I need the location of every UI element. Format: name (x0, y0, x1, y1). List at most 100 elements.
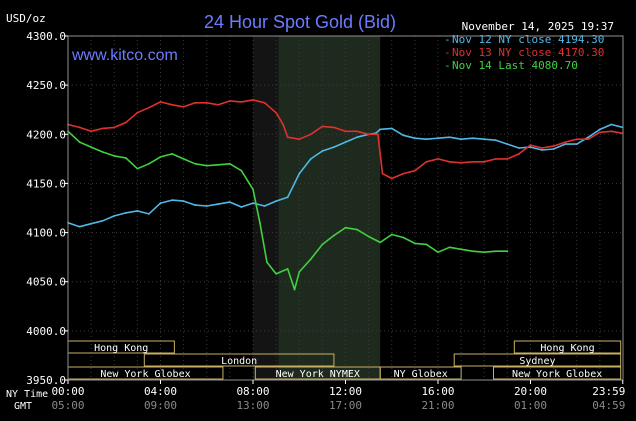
series-point-1 (282, 123, 284, 126)
series-point-1 (390, 177, 393, 180)
series-point-1 (321, 125, 324, 128)
series-point-0 (333, 146, 335, 148)
x-tick-label-ny: 23:59 (592, 385, 625, 398)
legend-marker: - (444, 59, 451, 72)
series-point-1 (541, 147, 543, 149)
series-point-0 (113, 214, 116, 217)
shaded-region-1 (278, 36, 381, 380)
y-tick-label: 4150.0 (26, 177, 66, 190)
series-point-2 (259, 221, 261, 224)
series-point-2 (448, 246, 451, 249)
series-point-1 (263, 101, 266, 104)
x-tick-label-gmt: 05:00 (51, 399, 84, 412)
series-point-0 (194, 204, 197, 206)
series-point-0 (78, 225, 81, 228)
legend-marker: - (444, 33, 451, 46)
series-point-0 (402, 134, 405, 137)
series-point-2 (148, 162, 150, 165)
y-unit-label: USD/oz (6, 12, 46, 25)
series-point-1 (148, 106, 150, 109)
y-tick-label: 3950.0 (26, 374, 66, 387)
series-point-0 (460, 138, 463, 141)
x-tick-label-ny: 08:00 (236, 385, 269, 398)
x-tick-label-gmt: 13:00 (236, 399, 269, 412)
series-point-1 (205, 101, 208, 104)
series-point-0 (101, 219, 104, 222)
series-point-0 (587, 136, 590, 139)
series-point-1 (333, 126, 335, 129)
series-point-0 (610, 123, 613, 126)
legend: - Nov 12 NY close 4194.30- Nov 13 NY close… (444, 33, 604, 72)
series-point-2 (265, 261, 268, 263)
series-point-0 (321, 150, 324, 152)
series-point-1 (309, 133, 312, 136)
watermark: www.kitco.com (71, 47, 178, 64)
series-point-2 (113, 155, 116, 157)
series-point-1 (367, 133, 370, 136)
series-point-2 (240, 169, 243, 172)
session-label: London (221, 356, 257, 367)
series-point-0 (564, 143, 567, 146)
series-point-2 (471, 250, 474, 253)
series-point-0 (390, 127, 393, 130)
x-tick-label-ny: 20:00 (514, 385, 547, 398)
x-gmt-label: GMT (14, 401, 32, 412)
series-point-2 (286, 268, 289, 270)
axes: 4300.0 4250.0 4200.0 4150.0 4100.0 4050.0 4000… (26, 30, 625, 412)
series-point-1 (413, 169, 416, 172)
series-point-1 (171, 103, 173, 106)
timestamp: November 14, 2025 19:37 (462, 20, 614, 33)
series-point-0 (529, 146, 532, 148)
series-point-2 (171, 153, 173, 155)
series-point-1 (587, 138, 590, 141)
series-point-0 (356, 136, 358, 139)
series-point-2 (298, 270, 301, 273)
series-point-0 (159, 202, 162, 204)
session-box (143, 353, 335, 367)
x-tick-label-ny: 00:00 (51, 385, 84, 398)
legend-marker: - (444, 46, 451, 59)
series-point-0 (171, 199, 173, 202)
series-point-0 (286, 196, 289, 199)
series-point-1 (376, 133, 379, 136)
market-sessions: Hong Kong Hong Kong London Sydney New York G… (67, 340, 622, 380)
x-tick-label-gmt: 21:00 (421, 399, 454, 412)
series-point-0 (541, 149, 543, 151)
series-point-2 (194, 162, 197, 165)
series-point-1 (252, 98, 254, 101)
legend-entry-2: Nov 14 Last 4080.70 (452, 59, 578, 72)
series-point-0 (275, 200, 278, 203)
series-point-2 (333, 234, 335, 237)
series-point-1 (356, 130, 358, 133)
series-point-0 (494, 139, 497, 142)
series-point-0 (90, 222, 93, 225)
series-point-1 (298, 138, 301, 141)
series-point-2 (402, 236, 405, 239)
series-point-0 (136, 210, 139, 212)
series-point-1 (564, 141, 567, 144)
series-point-2 (205, 164, 208, 167)
series-point-0 (425, 138, 428, 141)
series-point-2 (379, 241, 382, 244)
session-shading (253, 36, 381, 380)
series-point-1 (437, 157, 439, 160)
session-label: Hong Kong (94, 343, 148, 354)
series-point-0 (298, 172, 301, 175)
series-point-1 (113, 126, 116, 129)
series-point-1 (506, 157, 509, 160)
series-point-1 (402, 172, 405, 175)
series-point-2 (78, 141, 81, 144)
series-point-0 (448, 136, 451, 139)
series-point-0 (240, 206, 243, 208)
series-point-2 (275, 272, 278, 275)
series-point-2 (182, 157, 185, 160)
series-point-0 (344, 141, 347, 144)
session-label: NY Globex (394, 369, 448, 380)
series-point-0 (483, 138, 486, 141)
x-tick-label-ny: 16:00 (421, 385, 454, 398)
series-point-0 (124, 212, 127, 214)
x-tick-label-ny: 04:00 (144, 385, 177, 398)
session-label: New York Globex (100, 369, 190, 380)
session-box (513, 340, 622, 354)
